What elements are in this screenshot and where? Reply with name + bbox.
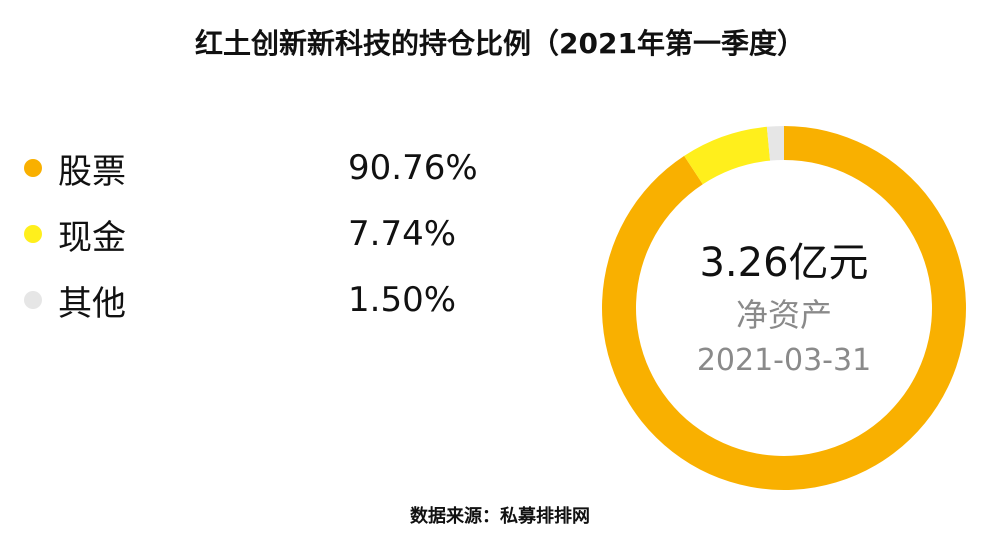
- legend-value-other: 1.50%: [348, 280, 457, 320]
- chart-title: 红土创新新科技的持仓比例（2021年第一季度）: [195, 27, 805, 60]
- donut-center: 3.26亿元 净资产 2021-03-31: [594, 118, 974, 498]
- net-asset-value: 3.26亿元: [699, 240, 869, 286]
- legend-value-cash: 7.74%: [348, 214, 457, 254]
- legend-item-cash: 现金 7.74%: [20, 201, 540, 267]
- legend-dot-other: [24, 291, 42, 309]
- legend-label-other: 其他: [58, 283, 126, 324]
- legend-label-cash: 现金: [58, 217, 126, 258]
- data-source: 数据来源：私募排排网: [410, 506, 590, 527]
- legend-item-stock: 股票 90.76%: [20, 135, 540, 201]
- legend-item-other: 其他 1.50%: [20, 267, 540, 333]
- donut-chart: [602, 126, 966, 491]
- legend: 股票 90.76% 现金 7.74% 其他 1.50%: [20, 135, 540, 333]
- donut-slice-other: [766, 126, 784, 161]
- legend-dot-stock: [24, 159, 42, 177]
- legend-dot-cash: [24, 225, 42, 243]
- legend-value-stock: 90.76%: [348, 148, 478, 188]
- net-asset-label: 净资产: [735, 296, 832, 334]
- legend-label-stock: 股票: [58, 151, 126, 192]
- report-date: 2021-03-31: [696, 343, 872, 378]
- donut-slice-cash: [684, 126, 771, 185]
